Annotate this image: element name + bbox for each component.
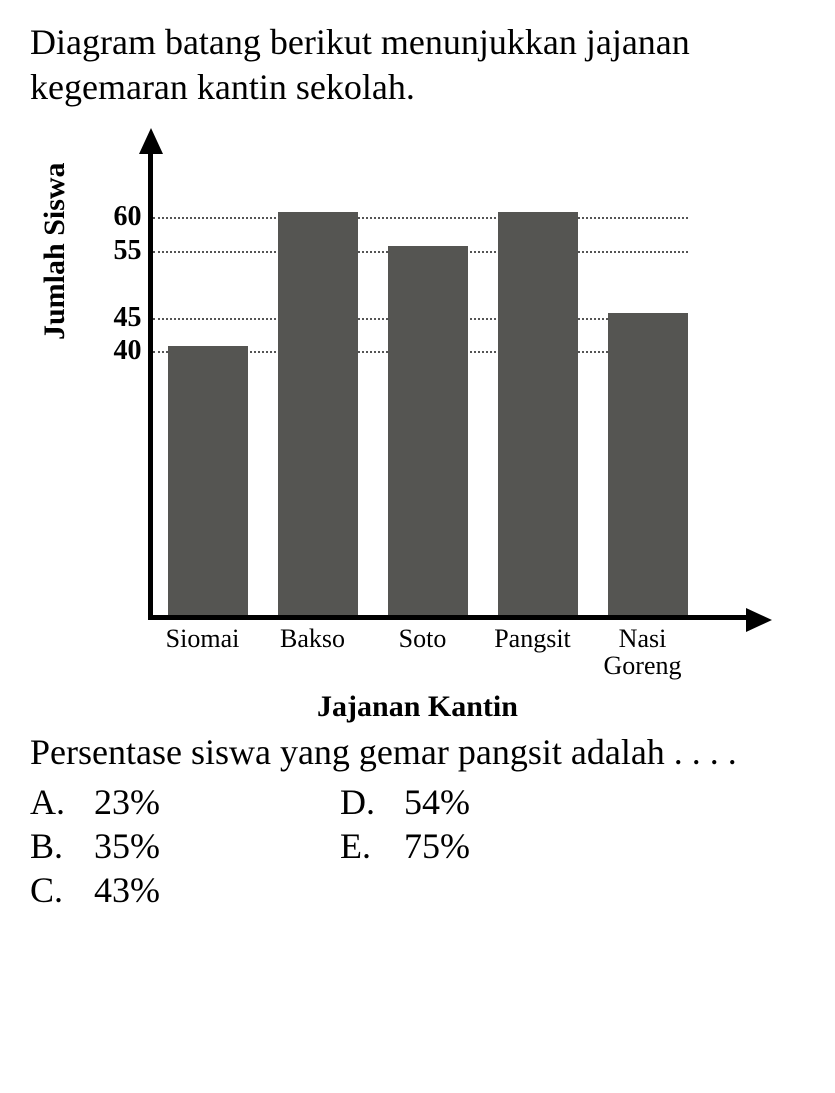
bar — [498, 212, 578, 615]
choice-letter: E. — [340, 825, 380, 867]
x-axis-label: Jajanan Kantin — [48, 690, 788, 724]
choice-a[interactable]: A. 23% — [30, 781, 160, 823]
bar — [278, 212, 358, 615]
x-axis-arrow-icon — [746, 608, 772, 632]
y-tick-label: 40 — [48, 335, 142, 367]
y-tick-label: 60 — [48, 201, 142, 233]
x-category-label: Soto — [399, 625, 447, 652]
bar — [168, 346, 248, 615]
gridline — [153, 217, 688, 219]
bar — [388, 246, 468, 615]
choice-value: 23% — [94, 781, 160, 823]
choice-value: 43% — [94, 869, 160, 911]
question-text: Diagram batang berikut menunjukkan jajan… — [30, 20, 805, 110]
x-category-label: Pangsit — [494, 625, 571, 652]
choice-e[interactable]: E. 75% — [340, 825, 470, 867]
bar — [608, 313, 688, 615]
choice-value: 75% — [404, 825, 470, 867]
answer-choices: A. 23% B. 35% C. 43% D. 54% E. 75% — [30, 781, 805, 911]
plot-area — [148, 150, 748, 620]
y-tick-label: 45 — [48, 302, 142, 334]
choice-letter: A. — [30, 781, 70, 823]
choice-letter: C. — [30, 869, 70, 911]
y-tick-label: 55 — [48, 235, 142, 267]
choice-c[interactable]: C. 43% — [30, 869, 160, 911]
choice-value: 54% — [404, 781, 470, 823]
choice-d[interactable]: D. 54% — [340, 781, 470, 823]
x-category-label: Bakso — [280, 625, 345, 652]
choice-b[interactable]: B. 35% — [30, 825, 160, 867]
question-prompt: Persentase siswa yang gemar pangsit adal… — [30, 730, 805, 775]
bar-chart: Jumlah Siswa Jajanan Kantin 40455560Siom… — [48, 120, 788, 700]
choice-letter: D. — [340, 781, 380, 823]
choice-letter: B. — [30, 825, 70, 867]
x-category-label: NasiGoreng — [604, 625, 682, 680]
choice-value: 35% — [94, 825, 160, 867]
x-category-label: Siomai — [166, 625, 240, 652]
